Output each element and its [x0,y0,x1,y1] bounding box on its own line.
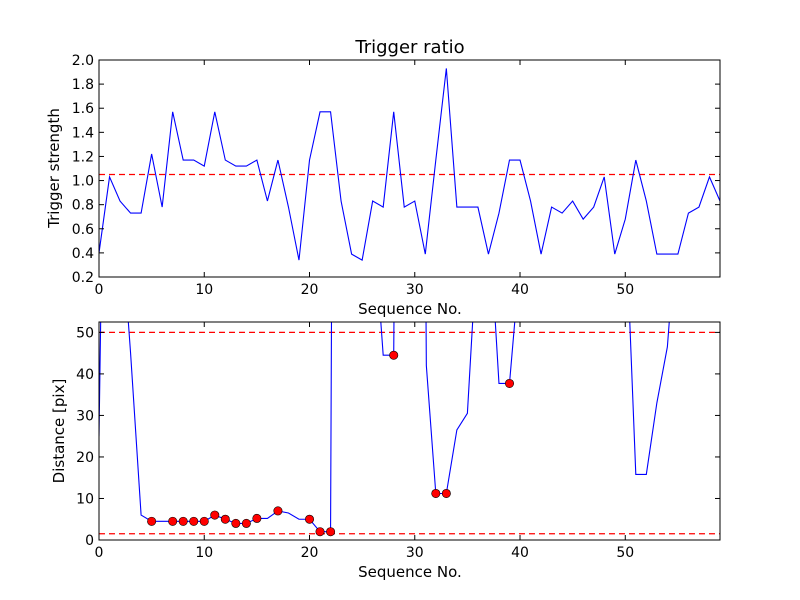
y-tick-label: 40 [76,367,94,383]
data-marker [241,518,251,528]
data-marker [199,516,209,526]
x-tick-label: 30 [406,545,424,561]
data-marker [504,378,514,388]
x-tick-label: 50 [616,282,634,298]
chart-title: Trigger ratio [354,37,464,58]
y-tick-label: 0.4 [72,246,94,262]
data-marker [305,514,315,524]
x-tick-label: 40 [511,545,529,561]
y-axis-label: Distance [pix] [50,379,68,484]
data-marker [326,527,336,537]
x-tick-label: 20 [301,282,319,298]
y-tick-label: 50 [76,325,94,341]
series-line [99,322,670,533]
y-tick-label: 10 [76,491,94,507]
data-marker [147,516,157,526]
data-marker [178,516,188,526]
x-tick-label: 0 [95,282,104,298]
y-axis-label: Trigger strength [45,108,63,229]
data-marker [441,488,451,498]
data-marker [252,513,262,523]
x-tick-label: 20 [301,545,319,561]
x-tick-label: 0 [95,545,104,561]
y-tick-label: 1.2 [72,149,94,165]
y-tick-label: 0.6 [72,222,94,238]
x-tick-label: 40 [511,282,529,298]
x-tick-label: 10 [195,545,213,561]
data-marker [210,510,220,520]
y-tick-label: 1.4 [72,125,94,141]
x-axis-label: Sequence No. [358,563,462,581]
x-tick-label: 30 [406,282,424,298]
data-marker [220,514,230,524]
plot-frame [98,321,721,541]
y-tick-label: 30 [76,408,94,424]
data-marker [315,527,325,537]
series-line [99,68,720,261]
plot-area [99,322,720,537]
data-marker [389,350,399,360]
x-axis-label: Sequence No. [358,300,462,318]
y-tick-label: 0 [85,533,94,549]
data-marker [431,488,441,498]
y-tick-label: 1.0 [72,174,94,190]
data-marker [273,506,283,516]
y-tick-label: 0.2 [72,270,94,286]
plot-area [99,68,720,261]
y-tick-label: 0.8 [72,198,94,214]
y-tick-label: 1.6 [72,101,94,117]
y-tick-label: 2.0 [72,53,94,69]
x-tick-label: 10 [195,282,213,298]
y-tick-label: 20 [76,450,94,466]
data-marker [168,516,178,526]
plot-frame [98,59,721,278]
data-marker [189,516,199,526]
data-marker [231,518,241,528]
y-tick-label: 1.8 [72,77,94,93]
x-tick-label: 50 [616,545,634,561]
